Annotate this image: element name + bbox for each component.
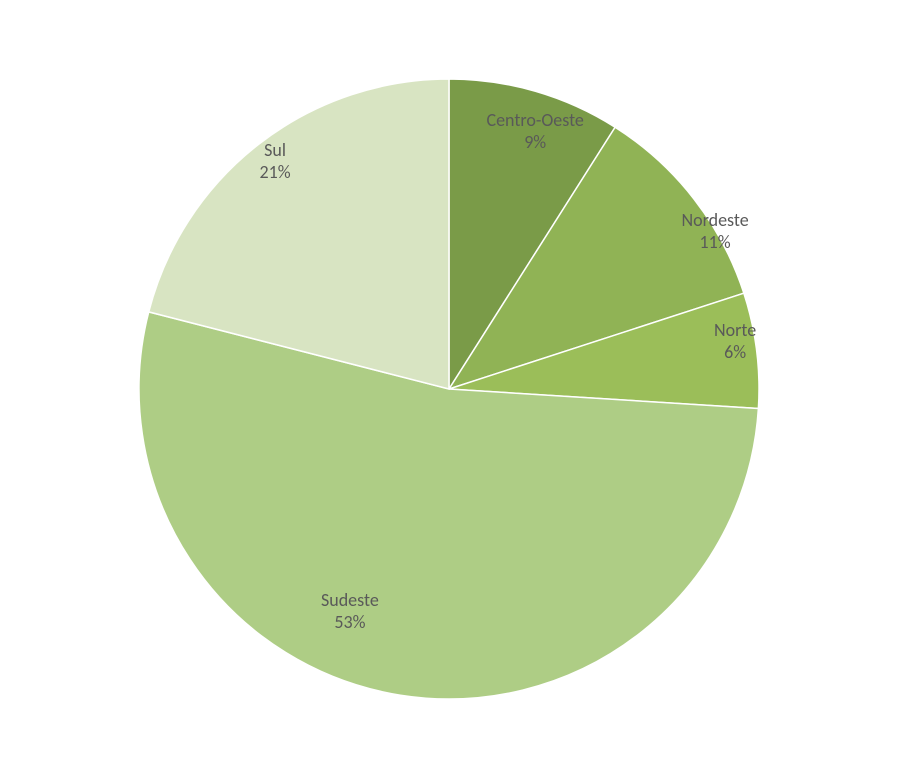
pie-chart-container: Centro-Oeste9%Nordeste11%Norte6%Sudeste5… — [0, 0, 898, 758]
pie-chart-svg — [0, 0, 898, 758]
